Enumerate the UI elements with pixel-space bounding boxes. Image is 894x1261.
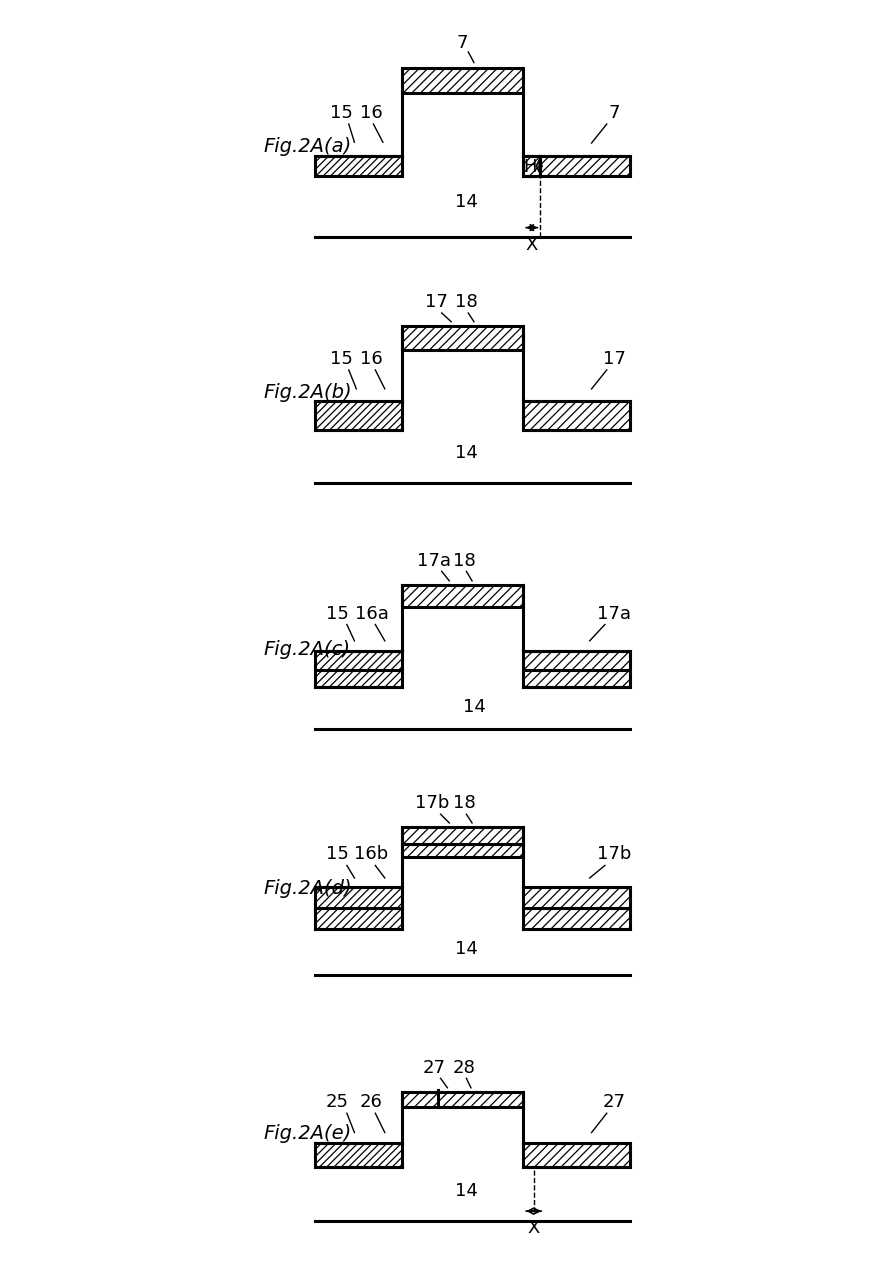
Bar [523,402,629,430]
Text: 14: 14 [454,1182,477,1199]
Bar [401,585,523,608]
Bar [523,671,629,687]
Text: 27: 27 [603,1092,625,1111]
Text: 27: 27 [422,1058,445,1077]
Text: 18: 18 [452,552,476,570]
Text: X: X [525,236,537,253]
Text: 14: 14 [462,697,485,715]
Bar [401,1092,523,1107]
Bar [401,844,523,857]
Text: Fig.2A(d): Fig.2A(d) [263,878,351,897]
Text: Fig.2A(b): Fig.2A(b) [263,383,351,402]
Text: 17b: 17b [596,845,631,863]
Text: 7: 7 [457,34,468,52]
Text: 18: 18 [452,793,476,812]
Text: 15: 15 [329,349,352,368]
Bar [315,652,401,671]
Bar [315,888,401,908]
Bar [523,908,629,929]
Text: 14: 14 [454,193,477,211]
Text: Fig.2A(e): Fig.2A(e) [263,1124,351,1142]
Bar [315,908,401,929]
Text: 17a: 17a [417,552,451,570]
Bar [401,69,523,93]
Text: 7: 7 [608,103,620,122]
Text: 17: 17 [424,293,447,310]
Bar [315,671,401,687]
Text: X: X [527,1218,539,1237]
Text: 18: 18 [454,293,477,310]
Bar [401,827,523,844]
Text: 16b: 16b [354,845,388,863]
Bar [315,156,401,177]
Text: 17: 17 [603,349,625,368]
Bar [523,652,629,671]
Bar [401,325,523,351]
Bar [315,402,401,430]
Text: 16: 16 [359,103,383,122]
Text: 15: 15 [325,845,349,863]
Text: 16: 16 [359,349,383,368]
Text: 14: 14 [454,939,477,957]
Text: 14: 14 [454,444,477,462]
Bar [523,888,629,908]
Text: H: H [522,158,536,175]
Text: 17b: 17b [415,793,449,812]
Text: 15: 15 [325,605,349,623]
Text: 26: 26 [359,1092,383,1111]
Bar [523,1142,629,1168]
Text: 25: 25 [325,1092,349,1111]
Text: Fig.2A(a): Fig.2A(a) [263,137,351,156]
Text: 17a: 17a [597,605,631,623]
Text: 16a: 16a [354,605,388,623]
Text: 15: 15 [329,103,352,122]
Bar [523,156,629,177]
Text: Fig.2A(c): Fig.2A(c) [263,641,350,660]
Text: 28: 28 [452,1058,476,1077]
Bar [315,1142,401,1168]
